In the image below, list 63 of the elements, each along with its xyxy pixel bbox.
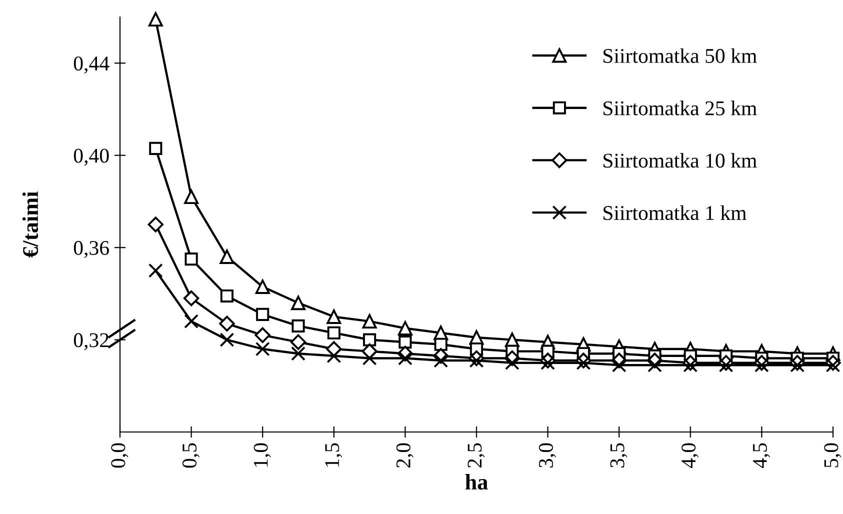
point — [398, 350, 412, 366]
x-tick-label: 3,0 — [538, 443, 556, 468]
point — [220, 332, 234, 348]
legend-label: Siirtomatka 50 km — [604, 48, 757, 63]
point — [148, 216, 164, 232]
x-tick-label: 4,0 — [682, 443, 699, 468]
point — [362, 314, 377, 329]
point — [362, 350, 377, 366]
x-tick-label: 2,0 — [396, 443, 414, 468]
point — [184, 190, 199, 204]
point — [326, 309, 342, 324]
point — [398, 336, 412, 349]
point — [220, 289, 234, 303]
point — [576, 356, 591, 370]
point — [683, 358, 698, 372]
x-tick-label: 1,5 — [325, 443, 342, 467]
x-tick-label: 5,0 — [824, 443, 842, 468]
y-tick-label: 0,40 — [74, 148, 109, 166]
x-tick-label: 1,0 — [254, 443, 271, 467]
point — [255, 280, 270, 294]
legend-label: Siirtomatka 10 km — [604, 153, 757, 168]
x-tick-label: 4,5 — [752, 443, 770, 468]
point — [540, 356, 556, 370]
y-axis-title: €/taimi — [22, 191, 38, 258]
point — [184, 252, 198, 266]
point — [718, 358, 734, 372]
point — [648, 358, 662, 372]
legend-label: Siirtomatka 1 km — [604, 205, 746, 220]
point — [184, 314, 199, 329]
point — [504, 356, 520, 370]
point — [327, 326, 340, 340]
point — [826, 358, 840, 372]
point — [148, 263, 163, 278]
point — [290, 334, 306, 350]
point — [292, 319, 305, 332]
point — [183, 290, 200, 306]
point — [255, 342, 270, 356]
point — [434, 353, 448, 368]
x-tick-label: 3,5 — [610, 443, 628, 468]
point — [434, 338, 448, 351]
y-tick-label: 0,44 — [74, 56, 110, 74]
point — [398, 321, 412, 336]
point — [291, 296, 306, 310]
y-tick-label: 0,32 — [74, 333, 108, 350]
x-tick-label: 2,5 — [468, 443, 485, 468]
y-tick-label: 0,36 — [74, 240, 109, 258]
x-tick-label: 0,0 — [111, 443, 128, 468]
point — [220, 250, 234, 264]
point — [469, 353, 484, 368]
x-axis-title: ha — [465, 474, 488, 490]
point — [219, 316, 235, 332]
point — [363, 333, 376, 346]
legend-label: Siirtomatka 25 km — [604, 100, 757, 116]
point — [256, 308, 270, 321]
point — [148, 12, 163, 27]
point — [254, 327, 270, 344]
point — [326, 348, 342, 364]
point — [754, 358, 769, 372]
point — [149, 142, 162, 155]
point — [790, 358, 805, 372]
point — [612, 358, 626, 372]
x-tick-label: 0,5 — [182, 443, 200, 468]
point — [291, 346, 306, 361]
